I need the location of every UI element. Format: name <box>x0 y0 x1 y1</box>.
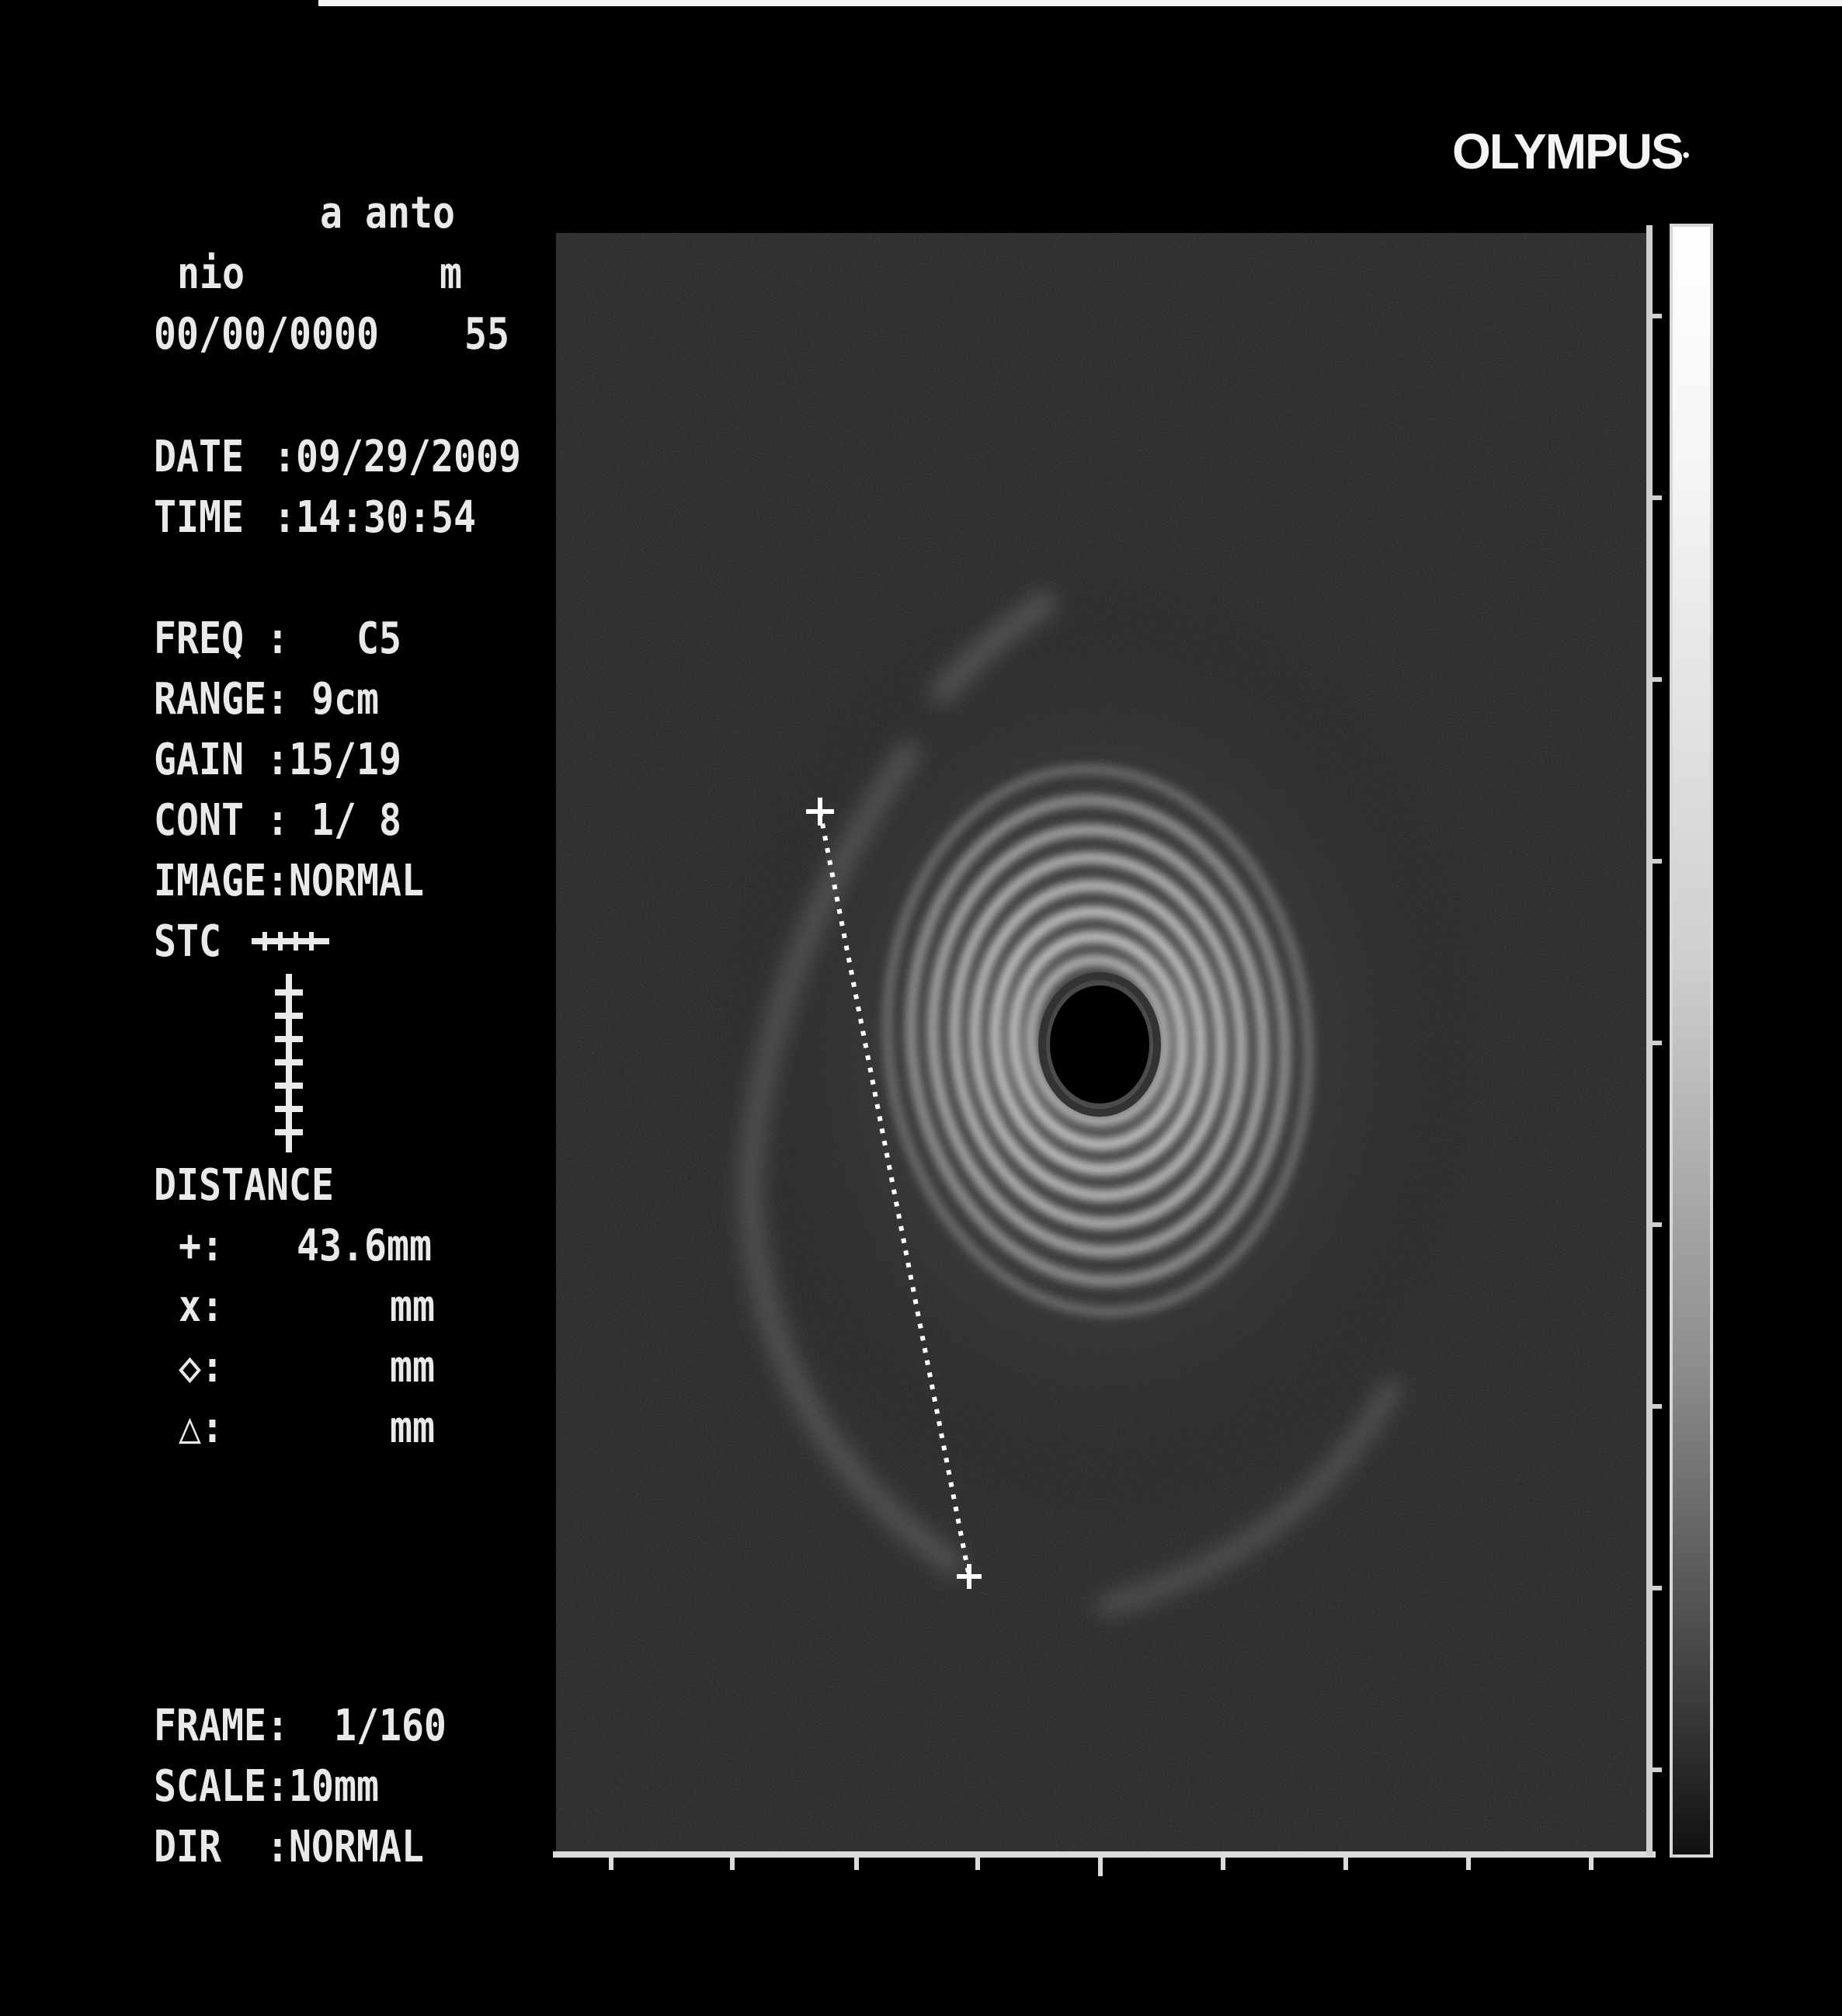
axis-tick <box>975 1858 980 1870</box>
depth-tick <box>1653 314 1662 318</box>
distance-label: DISTANCE <box>154 1160 334 1211</box>
depth-tick <box>1653 1222 1662 1227</box>
image-setting: IMAGE:NORMAL <box>154 856 424 906</box>
distance-row1-symbol: +: <box>179 1221 224 1271</box>
distance-row1-value: 43.6mm <box>297 1221 432 1271</box>
top-edge-strip <box>318 0 1842 6</box>
depth-tick <box>1653 1767 1662 1772</box>
depth-tick <box>1653 495 1662 500</box>
distance-row3-symbol: ◇: <box>179 1342 224 1392</box>
bottom-scale-axis <box>553 1851 1656 1858</box>
depth-tick <box>1653 1586 1662 1590</box>
axis-tick <box>609 1858 613 1870</box>
date-label: DATE <box>154 432 244 482</box>
date-value: :09/29/2009 <box>273 432 521 482</box>
time-value: :14:30:54 <box>273 492 476 543</box>
depth-tick <box>1653 1404 1662 1409</box>
axis-tick <box>1589 1858 1594 1870</box>
ultrasound-image <box>556 233 1651 1856</box>
axis-tick <box>1343 1858 1348 1870</box>
stc-label: STC <box>154 916 221 967</box>
brand-logo-text: OLYMPUS <box>1452 123 1684 179</box>
grayscale-bar <box>1670 224 1713 1858</box>
patient-line-2-right: m <box>440 249 462 299</box>
distance-row3-value: mm <box>390 1342 435 1392</box>
gain-setting: GAIN :15/19 <box>154 735 401 785</box>
brand-logo: OLYMPUS• <box>1452 123 1690 180</box>
depth-tick <box>1653 677 1662 682</box>
distance-row4-value: mm <box>390 1403 435 1453</box>
direction-setting: DIR :NORMAL <box>154 1822 424 1872</box>
depth-tick <box>1653 1041 1662 1045</box>
scale-setting: SCALE:10mm <box>154 1761 379 1812</box>
patient-line-1: a anto <box>320 188 455 238</box>
patient-line-2-left: nio <box>177 249 245 299</box>
ultrasound-image-graphic <box>556 233 1651 1856</box>
depth-tick <box>1653 859 1662 864</box>
distance-row2-value: mm <box>390 1281 435 1332</box>
axis-tick <box>854 1858 859 1870</box>
distance-row2-symbol: x: <box>179 1281 224 1332</box>
axis-tick <box>1221 1858 1225 1870</box>
axis-tick <box>1466 1858 1471 1870</box>
stc-curve-icon <box>252 932 329 1152</box>
axis-tick <box>1098 1858 1103 1876</box>
depth-scale-axis <box>1646 225 1653 1856</box>
axis-tick <box>730 1858 735 1870</box>
brand-logo-mark: • <box>1682 143 1690 167</box>
frame-counter: FRAME: 1/160 <box>154 1701 447 1751</box>
patient-age: 55 <box>464 309 509 360</box>
time-label: TIME <box>154 492 244 543</box>
distance-row4-symbol: △: <box>179 1403 224 1453</box>
patient-dob: 00/00/0000 <box>154 309 379 360</box>
freq-setting: FREQ : C5 <box>154 613 401 664</box>
range-setting: RANGE: 9cm <box>154 674 379 725</box>
cont-setting: CONT : 1/ 8 <box>154 795 401 846</box>
